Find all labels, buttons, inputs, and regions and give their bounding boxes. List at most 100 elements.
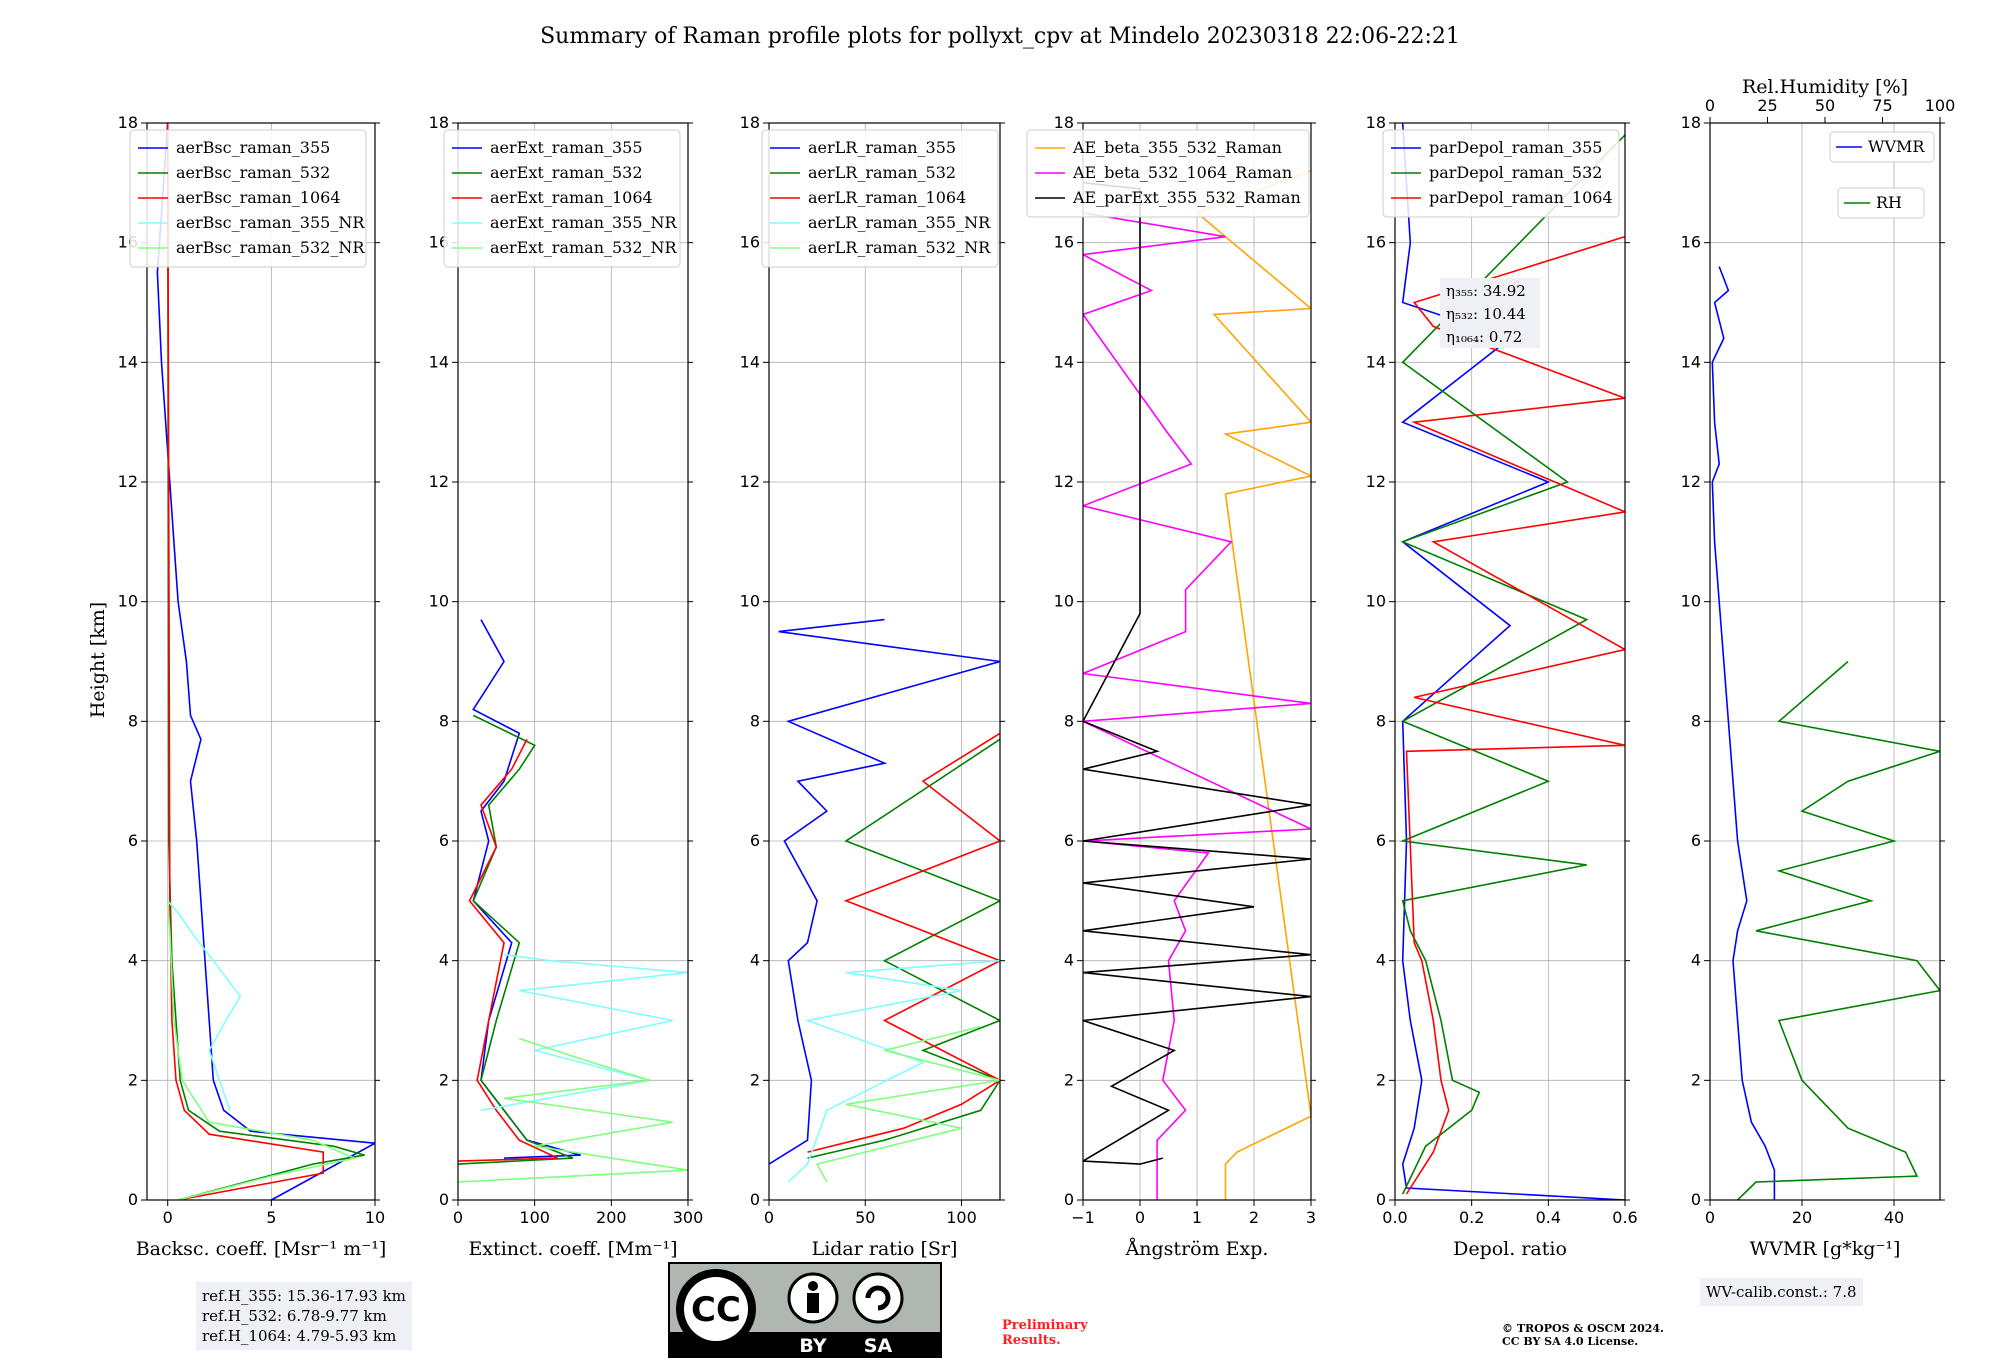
y-tick-label: 2 xyxy=(1376,1070,1386,1089)
eta-annotation: η₁₀₆₄: 0.72 xyxy=(1446,328,1522,346)
sa-label: SA xyxy=(864,1335,893,1357)
legend-label: aerLR_raman_532_NR xyxy=(808,238,991,257)
x-axis-label: Depol. ratio xyxy=(1453,1238,1567,1260)
series-line-AE_beta_532_1064_Raman xyxy=(1083,212,1311,1200)
preliminary-line1: Preliminary xyxy=(1002,1318,1088,1333)
legend-box xyxy=(761,129,999,268)
y-tick-label: 4 xyxy=(750,951,760,970)
y-tick-label: 12 xyxy=(1681,472,1701,491)
x-tick-label: 3 xyxy=(1306,1208,1316,1227)
y-tick-label: 8 xyxy=(750,711,760,730)
legend-box xyxy=(1837,187,1925,219)
y-tick-label: 12 xyxy=(740,472,760,491)
series-line-aerExt_raman_355_NR xyxy=(480,953,688,1112)
y-tick-label: 8 xyxy=(1064,711,1074,730)
y-tick-label: 16 xyxy=(1366,233,1386,252)
legend: aerBsc_raman_355 aerBsc_raman_532 aerBsc_r… xyxy=(129,129,367,268)
series-line-aerLR_raman_355_NR xyxy=(787,959,1000,1183)
x-axis-label: Ångström Exp. xyxy=(1125,1238,1269,1260)
x-tick-label: 10 xyxy=(365,1208,385,1227)
y-tick-label: 4 xyxy=(1376,951,1386,970)
y-tick-label: 14 xyxy=(1054,352,1074,371)
cc-license-badge: CC BY SA xyxy=(668,1262,942,1358)
series-line-aerLR_raman_355 xyxy=(769,618,1000,1165)
y-tick-label: 16 xyxy=(740,233,760,252)
grid xyxy=(768,122,1000,1201)
y-tick-label: 8 xyxy=(128,711,138,730)
legend-label: AE_beta_355_532_Raman xyxy=(1072,138,1282,157)
legend-label: aerExt_raman_355 xyxy=(490,138,643,157)
y-tick-label: 14 xyxy=(429,352,449,371)
legend-label: AE_beta_532_1064_Raman xyxy=(1072,163,1292,182)
series-line-aerLR_raman_532_NR xyxy=(815,1025,1000,1183)
legend: AE_beta_355_532_Raman AE_beta_532_1064_Ra… xyxy=(1026,129,1310,218)
y-tick-label: 18 xyxy=(1366,113,1386,132)
annotation-background xyxy=(1440,278,1540,348)
y-tick-label: 16 xyxy=(1681,233,1701,252)
series-line-aerExt_raman_1064 xyxy=(458,738,559,1162)
x-tick-label: 0.4 xyxy=(1536,1208,1561,1227)
x-axis-label: WVMR [g*kg⁻¹] xyxy=(1750,1238,1901,1260)
y-tick-label: 10 xyxy=(118,592,138,611)
sa-icon xyxy=(852,1272,904,1324)
eta-annotation: η₅₃₂: 10.44 xyxy=(1446,305,1526,323)
x-tick-label: 300 xyxy=(673,1208,704,1227)
y-tick-label: 12 xyxy=(1054,472,1074,491)
series-line-parDepol_raman_532 xyxy=(1399,134,1625,1195)
x-tick-label: 100 xyxy=(519,1208,550,1227)
x-tick-label: 5 xyxy=(266,1208,276,1227)
x-tick-label: 40 xyxy=(1884,1208,1904,1227)
legend-label: aerLR_raman_355 xyxy=(808,138,956,157)
legend: parDepol_raman_355 parDepol_raman_532 parD… xyxy=(1382,129,1620,218)
x-tick-label: 2 xyxy=(1249,1208,1259,1227)
y-tick-label: 8 xyxy=(1691,711,1701,730)
top-tick-label: 50 xyxy=(1815,96,1835,115)
series-group xyxy=(1083,170,1311,1200)
y-tick-label: 14 xyxy=(1681,352,1701,371)
eta-annotation: η₃₅₅: 34.92 xyxy=(1446,282,1526,300)
x-tick-label: 0.0 xyxy=(1382,1208,1407,1227)
y-tick-label: 10 xyxy=(429,592,449,611)
series-line-aerExt_raman_532_NR xyxy=(458,1037,688,1183)
series-line-RH xyxy=(1737,660,1940,1200)
top-tick-label: 100 xyxy=(1925,96,1956,115)
legend: aerExt_raman_355 aerExt_raman_532 aerExt_r… xyxy=(443,129,681,268)
grid xyxy=(1082,122,1312,1201)
x-tick-label: 0 xyxy=(163,1208,173,1227)
y-tick-label: 18 xyxy=(1681,113,1701,132)
series-line-AE_beta_355_532_Raman xyxy=(1195,170,1311,1200)
y-tick-label: 4 xyxy=(1064,951,1074,970)
legend-label: aerLR_raman_532 xyxy=(808,163,956,182)
y-tick-label: 12 xyxy=(118,472,138,491)
x-tick-label: 0 xyxy=(764,1208,774,1227)
x-tick-label: 20 xyxy=(1792,1208,1812,1227)
y-tick-label: 10 xyxy=(1366,592,1386,611)
x-axis-label: Extinct. coeff. [Mm⁻¹] xyxy=(468,1238,677,1260)
legend-label: parDepol_raman_1064 xyxy=(1429,188,1613,207)
legend-label: aerBsc_raman_355_NR xyxy=(176,213,365,232)
x-tick-label: 0 xyxy=(453,1208,463,1227)
panel-6: 0 20 40 0 2 4 6 8 10 12 14 16 18 WVMR [g*kg⁻¹] 0 25 50 75… xyxy=(1681,76,1956,1260)
reference-height-box: ref.H_355: 15.36-17.93 km ref.H_532: 6.7… xyxy=(196,1282,412,1350)
y-tick-label: 12 xyxy=(1366,472,1386,491)
legend-box xyxy=(129,129,367,268)
legend-label: aerLR_raman_1064 xyxy=(808,188,966,207)
y-tick-label: 4 xyxy=(1691,951,1701,970)
series-group xyxy=(1711,266,1940,1200)
y-tick-label: 6 xyxy=(128,831,138,850)
legend-label: aerExt_raman_532_NR xyxy=(490,238,678,257)
y-tick-label: 10 xyxy=(740,592,760,611)
wv-calibration-box: WV-calib.const.: 7.8 xyxy=(1700,1278,1863,1306)
wv-calibration-text: WV-calib.const.: 7.8 xyxy=(1706,1283,1857,1301)
legend-label: aerBsc_raman_1064 xyxy=(176,188,341,207)
legend-label: RH xyxy=(1876,193,1902,212)
x-tick-label: −1 xyxy=(1071,1208,1095,1227)
y-tick-label: 6 xyxy=(439,831,449,850)
x-tick-label: 0 xyxy=(1705,1208,1715,1227)
legend-label: parDepol_raman_532 xyxy=(1429,163,1602,182)
plot-frame xyxy=(457,122,689,1201)
ref-height-1064: ref.H_1064: 4.79-5.93 km xyxy=(202,1327,397,1345)
legend-label: parDepol_raman_355 xyxy=(1429,138,1602,157)
